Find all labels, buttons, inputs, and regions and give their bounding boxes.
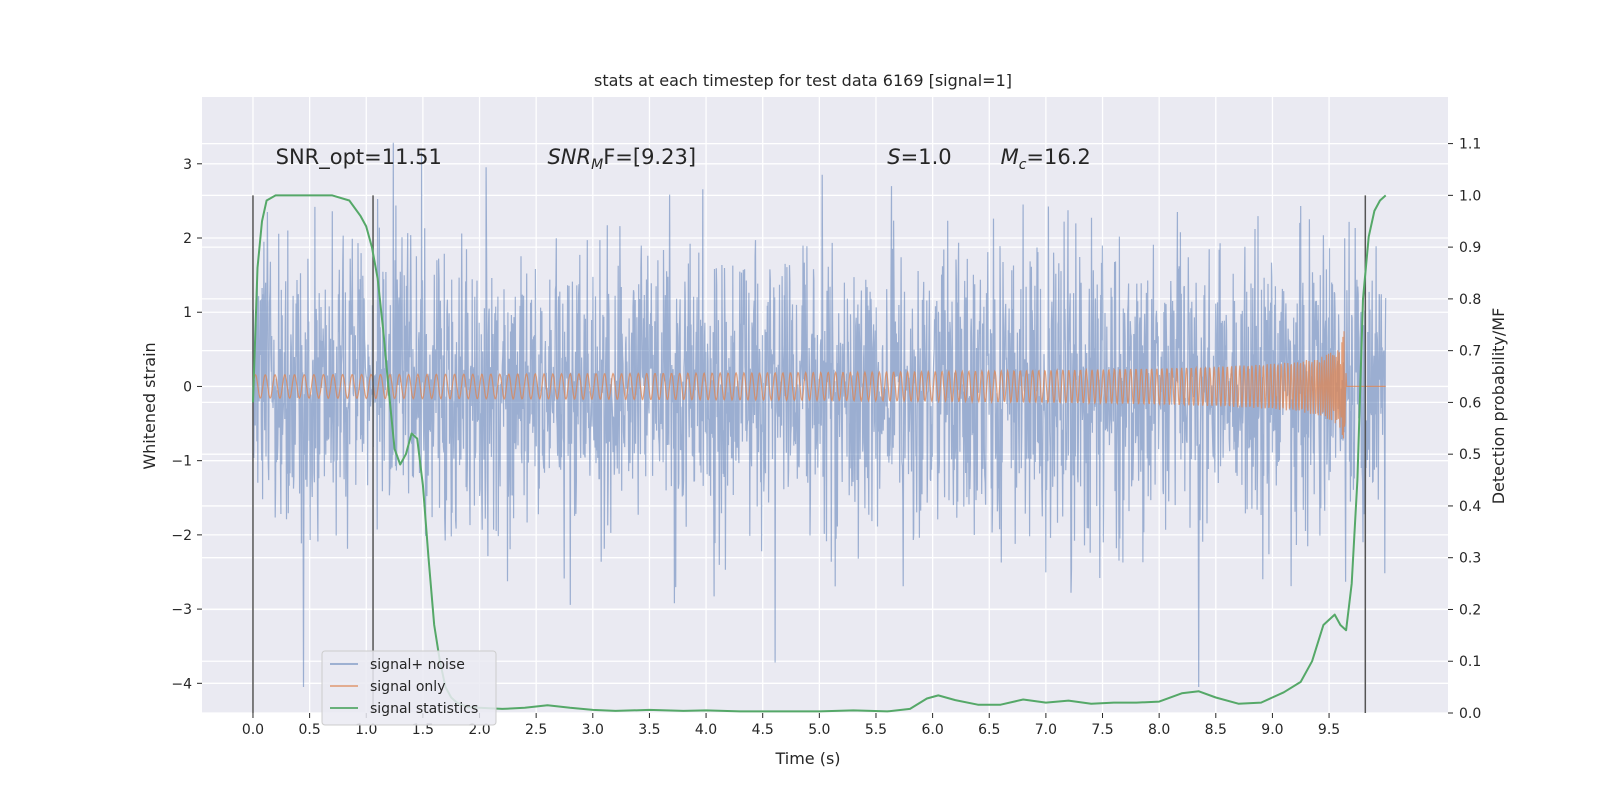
annotation-symbol: SNR: [547, 145, 591, 169]
x-tick-label: 6.5: [978, 722, 1000, 738]
annotation-text: SNR_opt=11.51: [276, 145, 442, 170]
y-tick-label: 1: [183, 305, 192, 321]
legend-label: signal+ noise: [370, 657, 465, 673]
y2-tick-label: 0.5: [1459, 447, 1481, 463]
x-tick-label: 6.0: [921, 722, 943, 738]
y2-tick-label: 0.0: [1459, 706, 1481, 722]
y2-tick-label: 0.8: [1459, 292, 1481, 308]
annotation-symbol: M: [1001, 145, 1019, 169]
y-tick-label: −1: [171, 454, 192, 470]
x-tick-label: 8.0: [1148, 722, 1170, 738]
legend-label: signal only: [370, 679, 445, 695]
plot-data: [252, 142, 1387, 713]
y-tick-label: 2: [183, 231, 192, 247]
y-axis-ticks: 3 2 1 0 −1 −2 −3 −4: [171, 157, 202, 692]
annotation-subscript: M: [591, 157, 603, 173]
x-tick-label: 5.5: [865, 722, 887, 738]
x-axis-label: Time (s): [774, 749, 840, 768]
y2-axis-ticks: 1.1 1.0 0.9 0.8 0.7 0.6 0.5 0.4 0.3 0.2 0.1 0.0: [1448, 137, 1481, 722]
y2-tick-label: 0.4: [1459, 499, 1481, 515]
annotation-text: S=1.0: [887, 145, 951, 169]
y2-tick-label: 0.3: [1459, 551, 1481, 567]
x-tick-label: 4.0: [695, 722, 717, 738]
y2-tick-label: 1.1: [1459, 137, 1481, 153]
x-tick-label: 1.5: [412, 722, 434, 738]
y2-axis-label: Detection probability/MF: [1489, 308, 1508, 505]
x-tick-label: 5.0: [808, 722, 830, 738]
y-tick-label: 3: [183, 157, 192, 173]
annotation-value: =16.2: [1026, 145, 1090, 169]
annotation-symbol: S: [887, 145, 900, 169]
annotation-text: SNRMF=[9.23]: [547, 145, 696, 173]
y-axis-label: Whitened strain: [140, 342, 159, 469]
x-tick-label: 7.5: [1091, 722, 1113, 738]
legend-box: [321, 650, 497, 726]
annotations: SNR_opt=11.51 SNRMF=[9.23] S=1.0 Mc=16.2: [276, 145, 1091, 173]
y2-tick-label: 0.7: [1459, 344, 1481, 360]
x-tick-label: 4.5: [752, 722, 774, 738]
x-tick-label: 0.0: [242, 722, 264, 738]
y2-tick-label: 1.0: [1459, 188, 1481, 204]
x-axis-ticks: 0.0 0.5 1.0 1.5 2.0 2.5 3.0 3.5 4.0 4.5 5.0 5.5 6.0 6…: [242, 713, 1340, 738]
x-tick-label: 2.0: [468, 722, 490, 738]
y2-tick-label: 0.1: [1459, 654, 1481, 670]
y2-tick-label: 0.2: [1459, 602, 1481, 618]
legend-label: signal statistics: [370, 701, 478, 717]
series-signal-statistics: [252, 194, 1387, 713]
y2-tick-label: 0.9: [1459, 240, 1481, 256]
y-tick-label: −3: [171, 602, 192, 618]
x-tick-label: 9.0: [1261, 722, 1283, 738]
annotation-value: F=[9.23]: [603, 145, 696, 169]
y-tick-label: −4: [171, 676, 192, 692]
x-tick-label: 9.5: [1318, 722, 1340, 738]
y2-tick-label: 0.6: [1459, 395, 1481, 411]
y-tick-label: −2: [171, 528, 192, 544]
legend: signal+ noise signal only signal statistic…: [321, 650, 497, 726]
x-tick-label: 3.5: [638, 722, 660, 738]
x-tick-label: 8.5: [1205, 722, 1227, 738]
x-tick-label: 2.5: [525, 722, 547, 738]
y-tick-label: 0: [183, 379, 192, 395]
annotation-subscript: c: [1019, 157, 1027, 173]
annotation-text: Mc=16.2: [1001, 145, 1091, 173]
x-tick-label: 7.0: [1035, 722, 1057, 738]
annotation-value: =1.0: [901, 145, 952, 169]
chart-title: stats at each timestep for test data 616…: [594, 71, 1012, 90]
x-tick-label: 0.5: [298, 722, 320, 738]
x-tick-label: 3.0: [582, 722, 604, 738]
series-signal-only: [252, 331, 1386, 439]
x-tick-label: 1.0: [355, 722, 377, 738]
